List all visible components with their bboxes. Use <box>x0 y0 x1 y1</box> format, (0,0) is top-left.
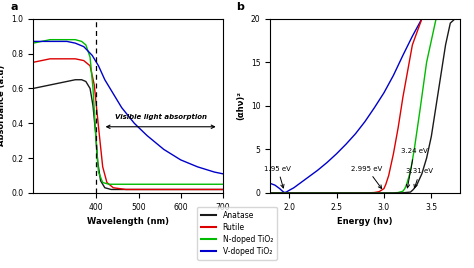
Text: 1.95 eV: 1.95 eV <box>264 166 291 188</box>
Y-axis label: Absorbance (a.u): Absorbance (a.u) <box>0 65 6 147</box>
Legend: Anatase, Rutile, N-doped TiO₂, V-doped TiO₂: Anatase, Rutile, N-doped TiO₂, V-doped T… <box>197 207 277 260</box>
Text: b: b <box>236 2 244 12</box>
X-axis label: Wavelength (nm): Wavelength (nm) <box>87 217 169 226</box>
Text: 2.995 eV: 2.995 eV <box>351 166 383 189</box>
Text: Visible light absorption: Visible light absorption <box>115 114 207 120</box>
Text: 3.24 eV: 3.24 eV <box>401 148 428 188</box>
X-axis label: Energy (hν): Energy (hν) <box>337 217 393 226</box>
Text: 3.31 eV: 3.31 eV <box>407 168 433 188</box>
Y-axis label: (αhν)²: (αhν)² <box>236 91 245 120</box>
Text: a: a <box>10 2 18 12</box>
